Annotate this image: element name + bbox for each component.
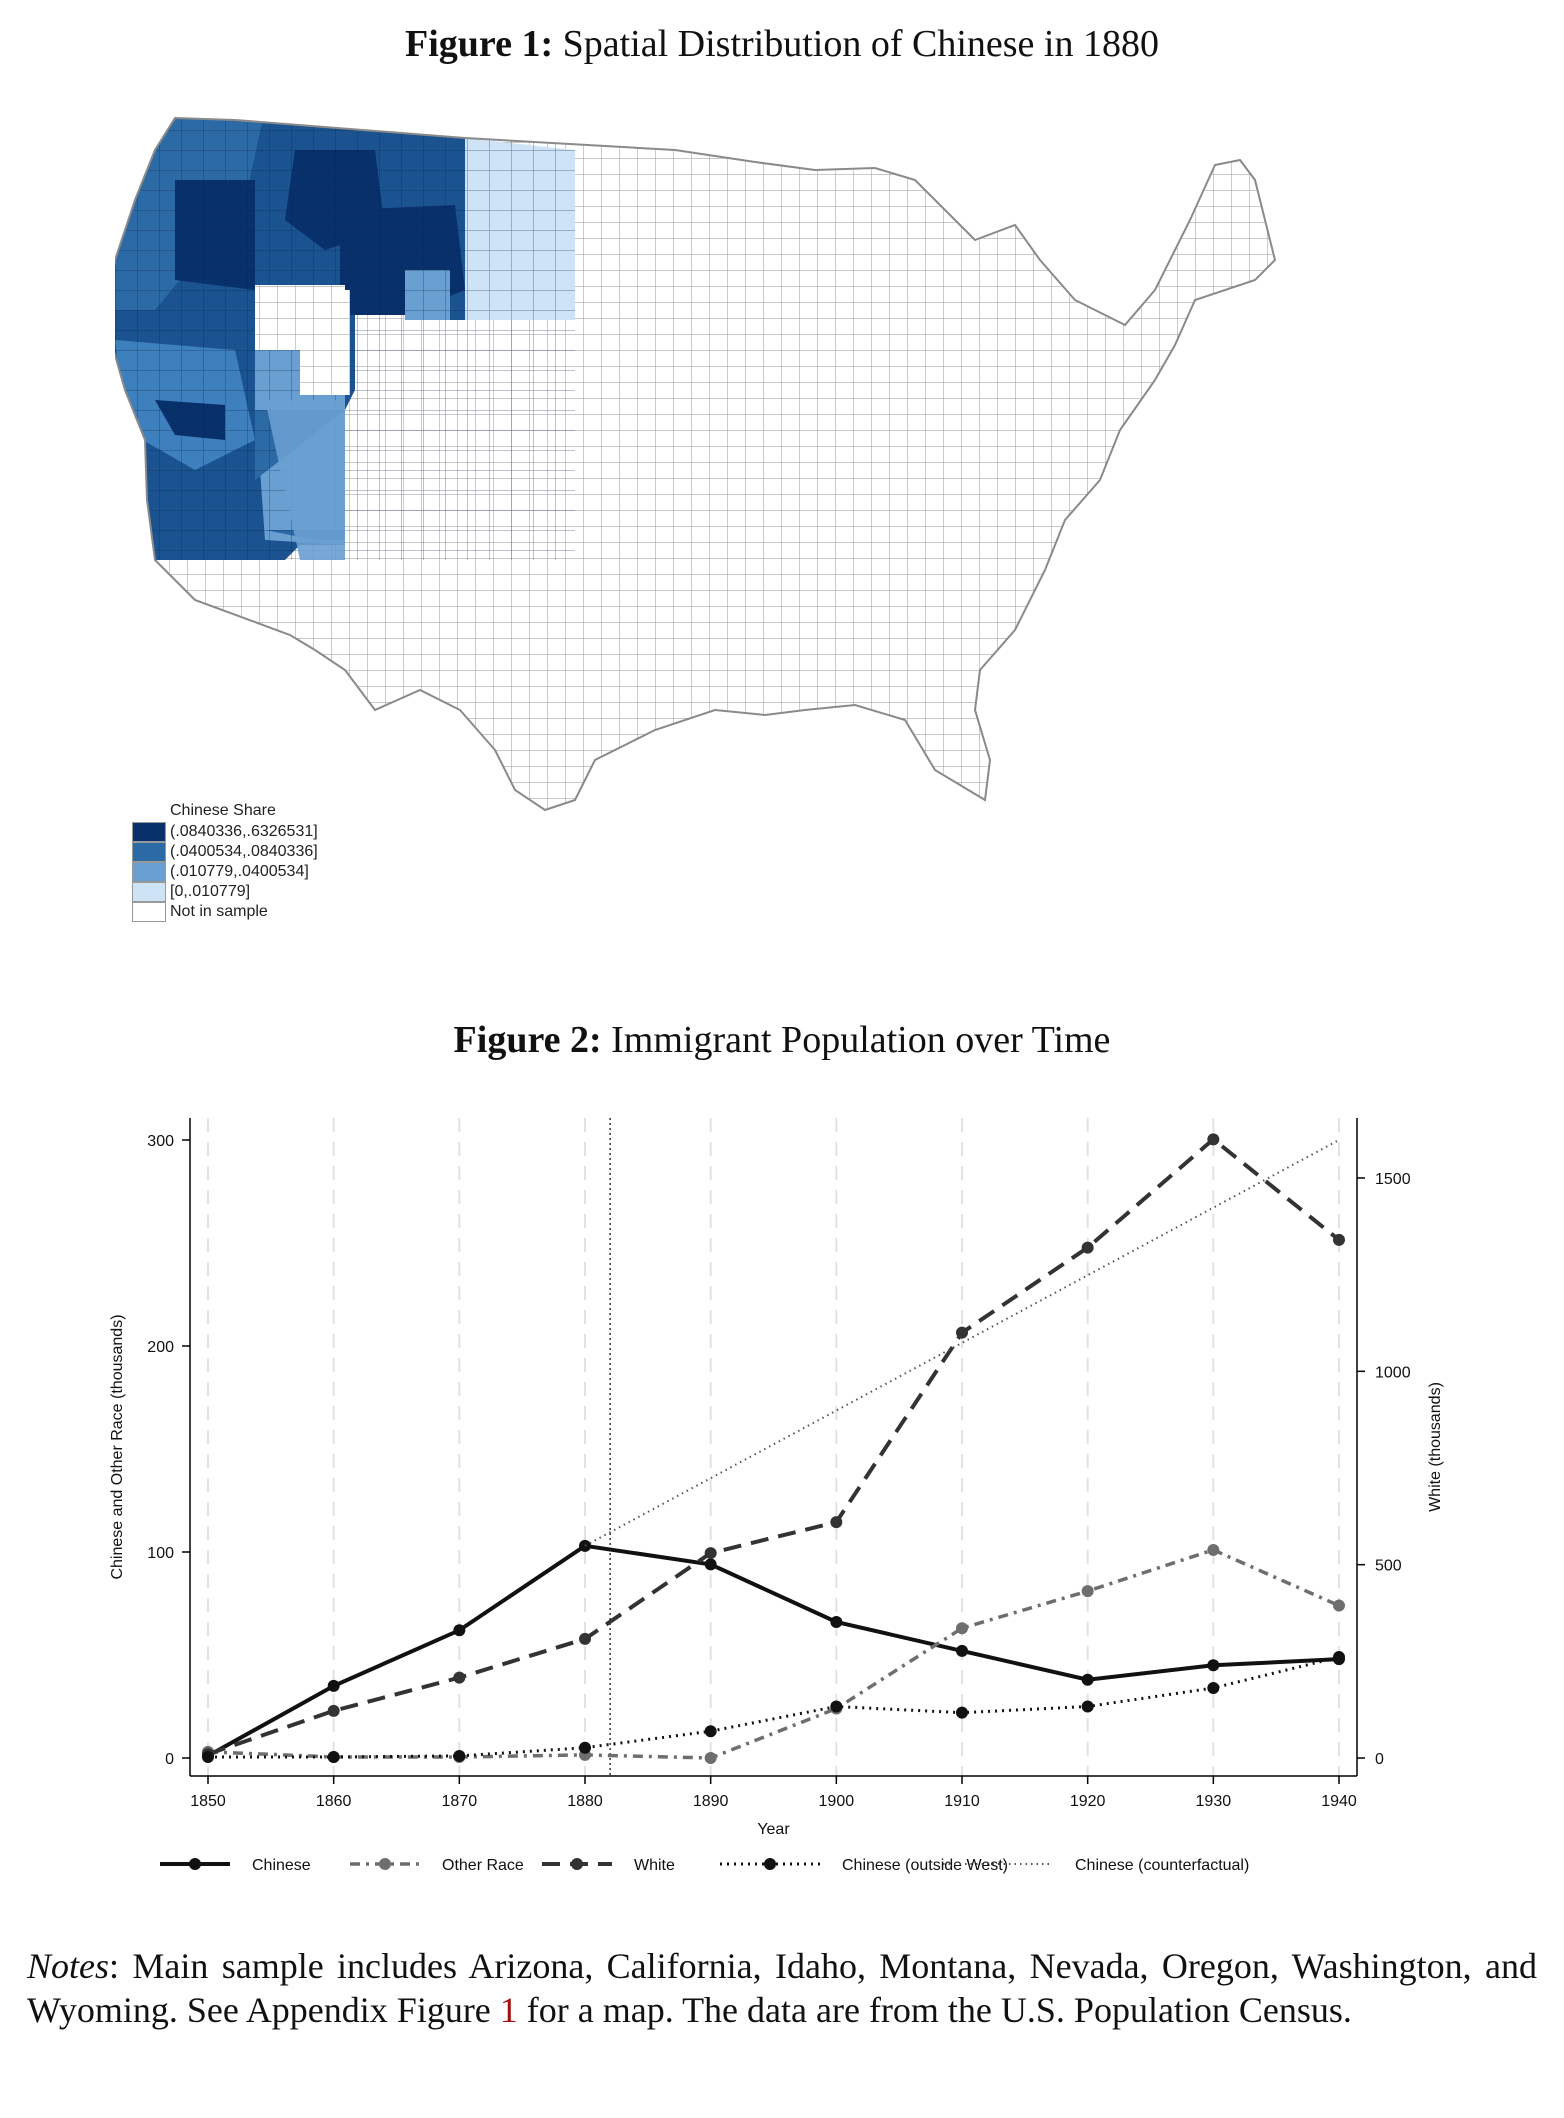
series-point <box>1333 1599 1345 1612</box>
y-left-tick-label: 300 <box>147 1133 174 1150</box>
series-point <box>1081 1673 1094 1686</box>
legend-marker <box>379 1858 391 1870</box>
series-point <box>1207 1659 1220 1672</box>
figure-1-title: Spatial Distribution of Chinese in 1880 <box>562 23 1159 65</box>
series-point <box>327 1679 340 1692</box>
legend-item: (.0400534,.0840336] <box>132 842 318 862</box>
series-point <box>579 1632 591 1645</box>
notes-text-b: for a map. The data are from the U.S. Po… <box>526 1990 1352 2030</box>
notes-label: Notes <box>27 1946 110 1986</box>
legend-label: Other Race <box>442 1857 524 1874</box>
figure-notes: Notes: Main sample includes Arizona, Cal… <box>27 1946 1537 2030</box>
series-point <box>830 1516 843 1529</box>
series-point <box>704 1547 717 1560</box>
legend-label: [0,.010779] <box>170 883 251 900</box>
x-tick-label: 1920 <box>1070 1793 1106 1810</box>
series-line <box>207 1543 1340 1758</box>
series-point <box>327 1704 340 1717</box>
legend-label: Chinese <box>252 1857 311 1874</box>
legend-swatch <box>132 822 166 842</box>
y-right-tick-label: 0 <box>1375 1751 1384 1768</box>
us-county-map <box>104 110 1455 950</box>
series-point <box>956 1622 968 1635</box>
legend-label: (.0840336,.6326531] <box>170 823 318 840</box>
series-point <box>956 1644 968 1657</box>
series-point <box>1081 1241 1094 1254</box>
legend-label: Chinese (outside West) <box>842 1857 1008 1874</box>
legend-item: Not in sample <box>132 902 318 922</box>
series-point <box>453 1749 466 1762</box>
x-tick-label: 1880 <box>567 1793 603 1810</box>
figure-2-label: Figure 2: <box>453 1019 602 1061</box>
series-point <box>956 1706 968 1719</box>
legend-marker <box>764 1858 776 1870</box>
y-axis-left-label: Chinese and Other Race (thousands) <box>109 1314 126 1579</box>
legend-marker <box>571 1858 583 1870</box>
x-tick-label: 1900 <box>819 1793 855 1810</box>
y-left-tick-label: 100 <box>147 1545 174 1562</box>
x-tick-label: 1870 <box>442 1793 478 1810</box>
series-point <box>579 1539 591 1552</box>
x-tick-label: 1940 <box>1321 1793 1357 1810</box>
series-point <box>704 1752 717 1764</box>
series-point <box>830 1616 843 1629</box>
series-point <box>1081 1700 1094 1713</box>
series-point <box>704 1558 717 1571</box>
legend-item: [0,.010779] <box>132 882 318 902</box>
figure-2-caption: Figure 2: Immigrant Population over Time <box>0 1018 1564 1062</box>
y-right-tick-label: 1500 <box>1375 1171 1411 1188</box>
notes-text-a: Main sample includes Arizona, California… <box>27 1946 1537 2030</box>
legend-label: Chinese (counterfactual) <box>1075 1857 1249 1874</box>
y-right-tick-label: 500 <box>1375 1558 1402 1575</box>
legend-item: (.010779,.0400534] <box>132 862 318 882</box>
legend-label: (.0400534,.0840336] <box>170 843 318 860</box>
x-tick-label: 1930 <box>1196 1793 1232 1810</box>
y-right-tick-label: 1000 <box>1375 1364 1411 1381</box>
series-line <box>207 1548 1340 1760</box>
y-axis-right-label: White (thousands) <box>1427 1382 1444 1512</box>
series-point <box>830 1700 843 1713</box>
series-line <box>208 1655 1340 1759</box>
series-point <box>453 1624 466 1637</box>
series-point <box>1207 1681 1220 1694</box>
legend-swatch <box>132 842 166 862</box>
series-point <box>1333 1651 1345 1664</box>
series-point <box>1081 1585 1094 1598</box>
series-point <box>579 1741 591 1754</box>
series-point <box>704 1725 717 1738</box>
legend-swatch <box>132 902 166 922</box>
population-line-chart: 0 100 200 300 0 500 1000 1500 1850 1860 1870 1880 18… <box>100 1118 1500 1918</box>
map-legend: Chinese Share (.0840336,.6326531] (.0400… <box>132 802 318 922</box>
legend-title: Chinese Share <box>170 802 276 819</box>
x-tick-label: 1910 <box>944 1793 980 1810</box>
appendix-figure-link[interactable]: 1 <box>499 1990 518 2030</box>
series-point <box>327 1750 340 1763</box>
legend-marker <box>189 1858 201 1870</box>
legend-label: Not in sample <box>170 903 268 920</box>
y-left-tick-label: 200 <box>147 1339 174 1356</box>
series-point <box>453 1671 466 1684</box>
series-point <box>202 1750 214 1763</box>
x-axis-label: Year <box>757 1821 790 1838</box>
series-point <box>1207 1133 1220 1146</box>
series-point <box>1333 1233 1345 1246</box>
x-tick-label: 1890 <box>693 1793 729 1810</box>
series-line <box>207 1136 1341 1756</box>
x-tick-label: 1850 <box>190 1793 226 1810</box>
figure-1-caption: Figure 1: Spatial Distribution of Chines… <box>0 22 1564 66</box>
legend-label: (.010779,.0400534] <box>170 863 309 880</box>
legend-item: (.0840336,.6326531] <box>132 822 318 842</box>
figure-1-label: Figure 1: <box>405 23 554 65</box>
x-tick-label: 1860 <box>316 1793 352 1810</box>
legend-swatch <box>132 862 166 882</box>
series-point <box>956 1326 968 1339</box>
figure-2-title: Immigrant Population over Time <box>611 1019 1111 1061</box>
y-left-tick-label: 0 <box>165 1751 174 1768</box>
legend-label: White <box>634 1857 675 1874</box>
legend-swatch <box>132 882 166 902</box>
series-point <box>1207 1543 1220 1556</box>
